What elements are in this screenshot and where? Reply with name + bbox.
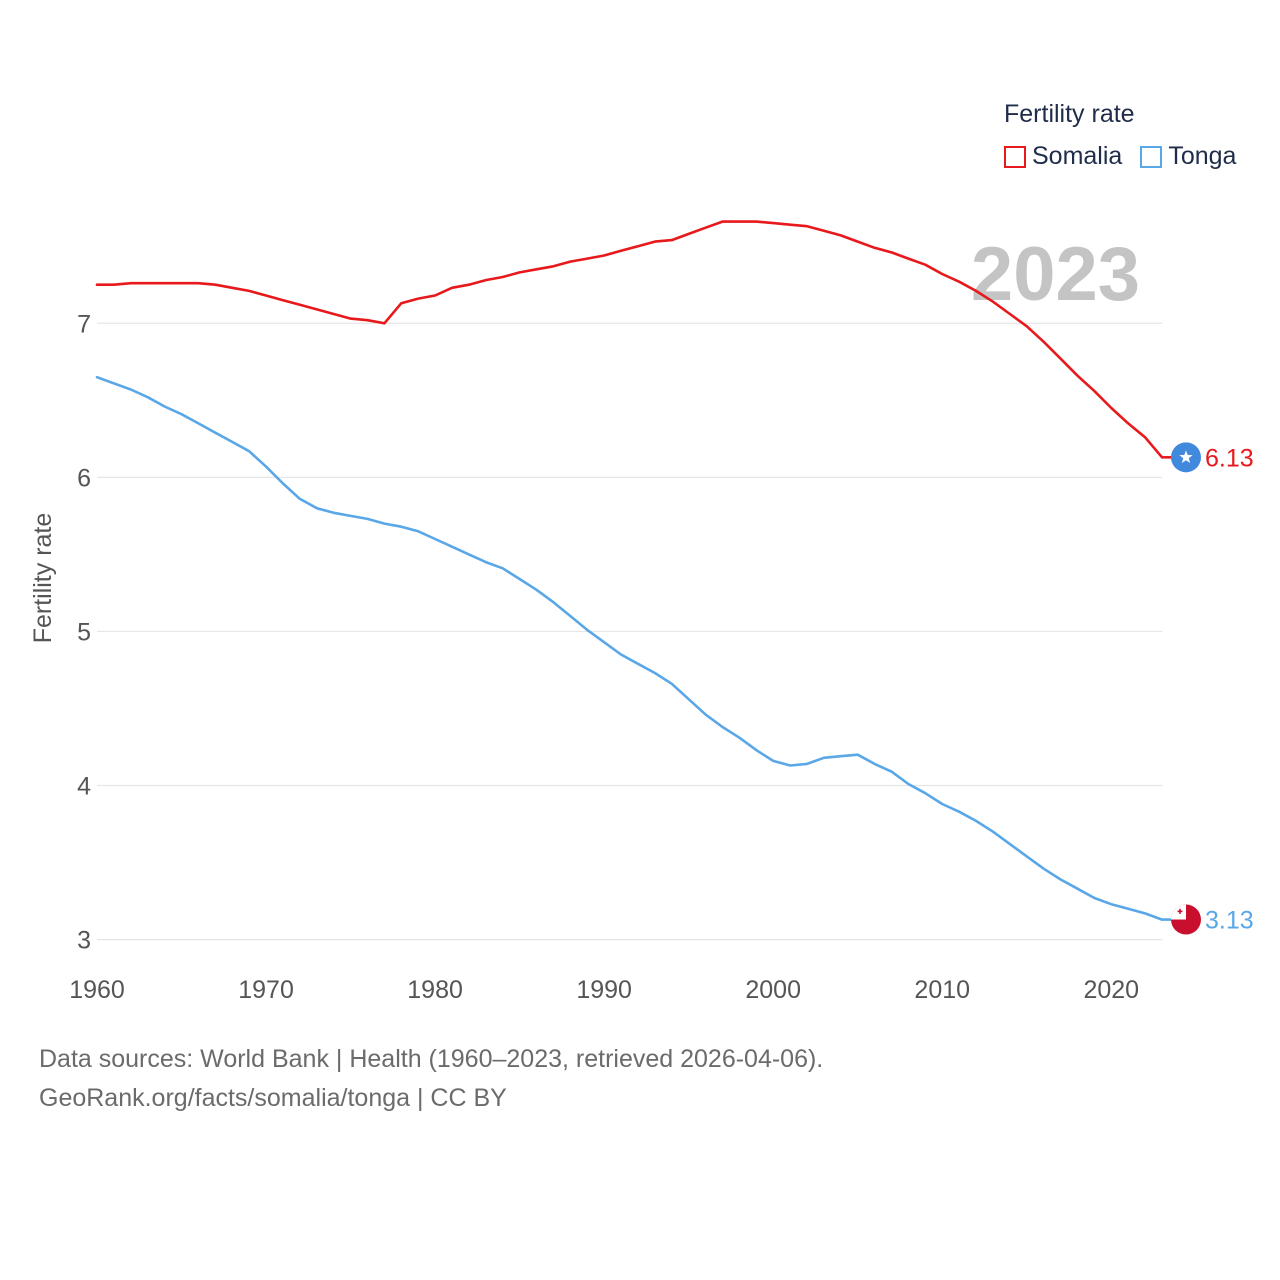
y-tick-label-6: 6 — [77, 464, 91, 492]
y-tick-label-4: 4 — [77, 773, 91, 801]
x-tick-label-1990: 1990 — [576, 976, 632, 1004]
somalia-flag-icon — [1171, 442, 1201, 473]
tonga-flag-icon — [1171, 904, 1201, 935]
source-line-1: Data sources: World Bank | Health (1960–… — [39, 1045, 824, 1073]
x-tick-label-2010: 2010 — [914, 976, 970, 1004]
legend-item-tonga[interactable]: Tonga — [1140, 142, 1236, 171]
legend: Somalia Tonga — [1004, 142, 1254, 171]
series-layer — [95, 220, 1164, 921]
legend-label-somalia: Somalia — [1032, 142, 1123, 170]
legend-title: Fertility rate — [1004, 100, 1135, 128]
legend-swatch-tonga — [1140, 145, 1163, 168]
x-tick-label-1960: 1960 — [69, 976, 125, 1004]
source-line-2[interactable]: GeoRank.org/facts/somalia/tonga | CC BY — [39, 1084, 507, 1112]
series-line-somalia — [95, 220, 1164, 459]
grid-lines — [97, 322, 1162, 941]
somalia-flag-star — [1179, 450, 1193, 463]
y-tick-label-5: 5 — [77, 618, 91, 646]
end-label-somalia: 6.13 — [1205, 444, 1254, 472]
series-line-tonga — [95, 375, 1164, 921]
x-tick-label-2020: 2020 — [1083, 976, 1139, 1004]
x-tick-label-1980: 1980 — [407, 976, 463, 1004]
legend-swatch-somalia — [1004, 145, 1026, 168]
end-label-tonga: 3.13 — [1205, 907, 1254, 935]
tonga-flag-cross-v — [1179, 908, 1181, 914]
series-endpoints: 6.13 3.13 — [1162, 442, 1254, 935]
y-tick-label-7: 7 — [77, 310, 91, 338]
y-tick-label-3: 3 — [77, 927, 91, 955]
y-axis-tick-labels: 3 4 5 6 7 — [77, 310, 91, 954]
x-axis-tick-labels: 1960 1970 1980 1990 2000 2010 2020 — [69, 976, 1139, 1004]
x-tick-label-2000: 2000 — [745, 976, 801, 1004]
y-axis-label: Fertility rate — [29, 513, 57, 644]
year-watermark: 2023 — [971, 232, 1140, 317]
legend-item-somalia[interactable]: Somalia — [1004, 142, 1122, 171]
x-tick-label-1970: 1970 — [238, 976, 294, 1004]
legend-label-tonga: Tonga — [1168, 142, 1237, 170]
